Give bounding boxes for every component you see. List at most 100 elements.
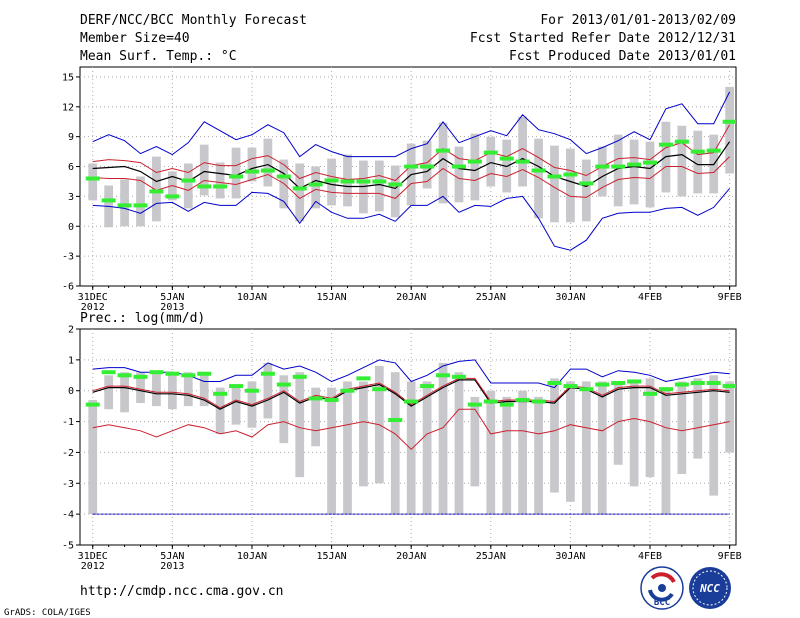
- prec-box-38: [693, 378, 703, 459]
- temp-xtick-8: 9FEB: [718, 292, 742, 303]
- temp-obs-marker-8: [213, 184, 228, 189]
- prec-box-17: [359, 381, 368, 487]
- prec-obs-marker-38: [690, 381, 705, 385]
- prec-obs-marker-24: [467, 402, 482, 407]
- temp-xtick-4: 20JAN: [396, 292, 426, 303]
- prec-ytick-1: -4: [62, 510, 74, 521]
- temp-box-0: [88, 163, 98, 201]
- prec-box-9: [231, 384, 241, 425]
- prec-box-27: [518, 390, 528, 515]
- temp-box-23: [454, 146, 464, 203]
- prec-box-29: [550, 378, 559, 493]
- prec-obs-marker-15: [324, 397, 339, 402]
- prec-line-max: [92, 359, 730, 389]
- temp-obs-marker-32: [595, 164, 610, 169]
- prec-obs-marker-3: [133, 374, 148, 379]
- member-size-label: Member Size=40: [80, 31, 190, 46]
- prec-xtick-7: 4FEB: [638, 551, 662, 562]
- temp-obs-marker-6: [181, 178, 196, 183]
- prec-xtick-1: 5JAN: [160, 551, 184, 562]
- temp-xtick-5: 25JAN: [476, 292, 506, 303]
- prec-box-31: [581, 381, 591, 515]
- bcc-logo: BCC: [640, 566, 684, 610]
- variable-label: Mean Surf. Temp.: °C: [80, 49, 237, 64]
- prec-box-7: [199, 375, 209, 407]
- prec-xtick-6: 30JAN: [555, 551, 585, 562]
- temp-obs-marker-38: [690, 149, 705, 154]
- temp-obs-marker-2: [117, 203, 132, 208]
- temp-ytick-2: 0: [68, 222, 74, 233]
- temp-obs-marker-27: [515, 159, 530, 164]
- period-label: For 2013/01/01-2013/02/09: [540, 13, 736, 28]
- prec-obs-marker-18: [372, 387, 387, 392]
- temp-obs-marker-12: [276, 174, 291, 179]
- prec-box-19: [390, 372, 400, 515]
- temp-obs-marker-29: [547, 174, 562, 179]
- prec-box-3: [136, 372, 145, 404]
- prec-box-15: [327, 387, 336, 515]
- prec-box-13: [295, 372, 305, 478]
- temp-box-22: [438, 122, 448, 204]
- prec-obs-marker-22: [436, 373, 451, 378]
- temp-obs-marker-40: [722, 119, 736, 124]
- prec-xtick-3: 15JAN: [317, 551, 347, 562]
- prec-box-32: [597, 381, 607, 515]
- temp-line-ci-lower: [92, 156, 730, 200]
- prec-ytick-5: 0: [68, 386, 74, 397]
- prec-box-2: [120, 372, 129, 413]
- prec-box-35: [645, 378, 655, 478]
- temp-obs-marker-21: [420, 164, 435, 169]
- temp-xtick-3: 15JAN: [317, 292, 347, 303]
- temp-obs-marker-36: [658, 142, 673, 147]
- prec-box-37: [677, 381, 687, 475]
- temp-obs-marker-37: [674, 139, 689, 144]
- temp-obs-marker-39: [706, 148, 721, 153]
- temp-box-9: [231, 147, 241, 199]
- prec-box-23: [454, 372, 464, 515]
- prec-obs-marker-2: [117, 373, 132, 378]
- temp-box-14: [311, 166, 321, 209]
- temp-xtick-6: 30JAN: [555, 292, 585, 303]
- bcc-logo-text: BCC: [654, 598, 670, 608]
- prec-ytick-4: -1: [62, 417, 74, 428]
- prec-obs-marker-40: [722, 384, 736, 389]
- prec-obs-marker-17: [356, 376, 371, 381]
- prec-box-4: [152, 372, 161, 407]
- temp-line-min: [92, 188, 730, 251]
- prec-line-mean: [92, 379, 730, 410]
- start-date-label: Fcst Started Refer Date 2012/12/31: [470, 31, 736, 46]
- prec-obs-marker-39: [706, 381, 721, 385]
- temp-box-3: [136, 176, 145, 227]
- ncc-logo-disc: [689, 567, 731, 609]
- prec-obs-marker-12: [276, 382, 291, 387]
- prec-ytick-6: 1: [68, 355, 74, 366]
- temp-obs-marker-4: [149, 189, 164, 194]
- prec-line-ci-upper: [92, 377, 730, 409]
- temp-box-13: [295, 163, 305, 222]
- temp-box-4: [152, 156, 161, 222]
- temp-obs-marker-19: [388, 182, 403, 187]
- temp-obs-marker-33: [611, 164, 626, 169]
- prec-ytick-2: -3: [62, 479, 74, 490]
- prec-ytick-0: -5: [62, 541, 74, 552]
- temp-box-24: [470, 133, 480, 201]
- temp-obs-marker-31: [579, 181, 594, 186]
- prec-xtick-5: 25JAN: [476, 551, 506, 562]
- prec-obs-marker-10: [244, 388, 259, 393]
- prec-obs-marker-9: [229, 384, 244, 389]
- prec-box-24: [470, 396, 480, 487]
- prec-obs-marker-35: [643, 391, 658, 396]
- temp-obs-marker-17: [356, 179, 371, 184]
- temp-ytick-1: -3: [62, 252, 74, 263]
- temp-obs-marker-34: [627, 162, 642, 167]
- temp-ytick-4: 6: [68, 162, 74, 173]
- prec-box-14: [311, 387, 321, 447]
- temp-obs-marker-1: [101, 198, 116, 203]
- prec-obs-marker-1: [101, 370, 116, 375]
- prec-obs-marker-33: [611, 381, 626, 385]
- prec-box-40: [725, 381, 735, 453]
- prec-xtick-8: 9FEB: [718, 551, 742, 562]
- prec-xtick-2: 10JAN: [237, 551, 267, 562]
- temp-box-38: [693, 130, 703, 194]
- temp-box-30: [566, 148, 575, 223]
